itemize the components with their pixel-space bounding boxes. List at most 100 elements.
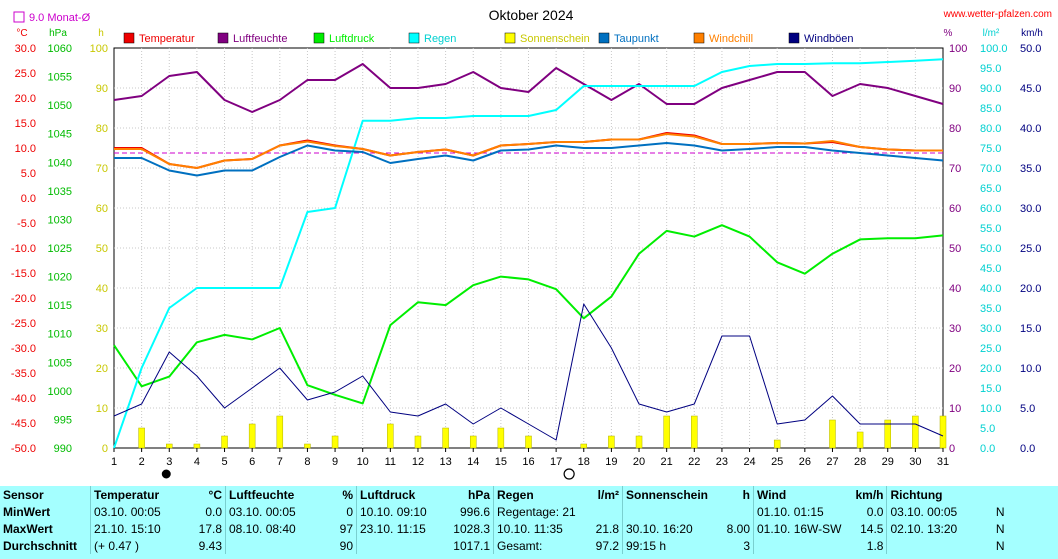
- pressure-tick-label: 1020: [48, 272, 72, 284]
- humidity-tick-label: 90: [949, 83, 961, 95]
- stats-cell: 97.2: [595, 538, 619, 553]
- stats-cell: km/h: [855, 487, 884, 502]
- x-tick-label: 22: [688, 456, 700, 468]
- sunshine-bar: [608, 435, 615, 449]
- legend-swatch: [504, 32, 516, 44]
- stats-cell: [715, 503, 754, 520]
- pressure-tick-label: 1040: [48, 157, 72, 169]
- stats-cell: °C: [208, 487, 222, 502]
- series-line-windböen: [113, 303, 944, 441]
- sunshine-bar: [497, 427, 505, 449]
- humidity-tick-label: 0: [949, 443, 955, 455]
- stats-cell: 3: [743, 538, 750, 553]
- rain-tick-label: 25.0: [980, 343, 1001, 355]
- pressure-tick-label: 1035: [48, 186, 72, 198]
- x-tick-label: 5: [221, 456, 227, 468]
- rain-tick-label: 95.0: [980, 63, 1001, 75]
- rain-tick-label: 65.0: [980, 183, 1001, 195]
- sunshine-bars: [138, 415, 947, 449]
- stats-row: MinWert 03.10. 00:05 0.0 03.10. 00:05 0 10.10…: [0, 503, 1007, 520]
- rain-tick-label: 70.0: [980, 163, 1001, 175]
- stats-cell: [356, 537, 449, 554]
- x-tick-label: 29: [882, 456, 894, 468]
- legend-swatch: [313, 32, 325, 44]
- rain-tick-label: 100.0: [980, 43, 1008, 55]
- sunshine-bar: [580, 443, 588, 449]
- wind-tick-label: 15.0: [1020, 323, 1041, 335]
- pressure-tick-label: 1030: [48, 214, 72, 226]
- legend-label: Regen: [424, 33, 456, 45]
- series-line-luftdruck: [113, 224, 944, 405]
- x-tick-label: 15: [495, 456, 507, 468]
- wind-tick-label: 20.0: [1020, 283, 1041, 295]
- rain-tick-label: 75.0: [980, 143, 1001, 155]
- x-tick-label: 4: [194, 456, 200, 468]
- stats-cell: [981, 486, 1007, 503]
- legend-swatch: [408, 32, 420, 44]
- stats-cell: Richtung: [886, 486, 982, 503]
- x-tick-label: 19: [605, 456, 617, 468]
- humidity-tick-label: 60: [949, 203, 961, 215]
- x-tick-label: 6: [249, 456, 255, 468]
- stats-cell: [622, 503, 715, 520]
- rain-tick-label: 45.0: [980, 263, 1001, 275]
- temperature-tick-label: -40.0: [11, 393, 36, 405]
- x-tick-label: 3: [166, 456, 172, 468]
- sunshine-bar: [469, 435, 477, 449]
- sunshine-tick-label: 70: [96, 163, 108, 175]
- stats-cell: MaxWert: [3, 521, 53, 536]
- stats-cell: 996.6: [459, 504, 490, 519]
- stats-cell: Temperatur: [90, 486, 189, 503]
- stats-cell: MinWert: [3, 504, 51, 519]
- pressure-unit-label: hPa: [49, 28, 67, 39]
- temperature-tick-label: -15.0: [11, 268, 36, 280]
- temperature-tick-label: 0.0: [21, 193, 36, 205]
- x-tick-label: 23: [716, 456, 728, 468]
- x-tick-label: 14: [467, 456, 479, 468]
- stats-cell: 8.00: [726, 521, 750, 536]
- stats-cell: 30.10. 16:20: [622, 520, 715, 537]
- pressure-tick-label: 1060: [48, 43, 72, 55]
- rain-tick-label: 15.0: [980, 383, 1001, 395]
- statistics-table: Sensor Temperatur °C Luftfeuchte% Luftdruck h…: [0, 486, 1007, 554]
- temperature-tick-label: -25.0: [11, 318, 36, 330]
- sunshine-bar: [691, 415, 698, 449]
- source-link[interactable]: www.wetter-pfalzen.com: [943, 9, 1052, 20]
- legend-swatch: [693, 32, 705, 44]
- stats-row: MaxWert 21.10. 15:10 17.8 08.10. 08:40 97 23.…: [0, 520, 1007, 537]
- x-tick-label: 21: [661, 456, 673, 468]
- stats-cell: [886, 537, 982, 554]
- stats-cell: 01.10. 16W-SW: [753, 520, 845, 537]
- sunshine-bar: [829, 419, 836, 449]
- sunshine-bar: [663, 415, 670, 449]
- stats-cell: Sensor: [3, 487, 44, 502]
- pressure-tick-label: 1050: [48, 100, 72, 112]
- stats-cell: l/m²: [597, 487, 619, 502]
- stats-cell: Gesamt:: [493, 537, 586, 554]
- sunshine-bar: [304, 443, 311, 449]
- stats-cell: 97: [339, 521, 353, 536]
- sunshine-tick-label: 50: [96, 243, 108, 255]
- stats-cell: 0.0: [205, 504, 222, 519]
- rain-tick-label: 55.0: [980, 223, 1001, 235]
- pressure-tick-label: 1045: [48, 129, 72, 141]
- x-tick-label: 17: [550, 456, 562, 468]
- x-tick-label: 20: [633, 456, 645, 468]
- pressure-tick-label: 1000: [48, 386, 72, 398]
- rain-tick-label: 60.0: [980, 203, 1001, 215]
- avg-label: 9.0 Monat-Ø: [29, 12, 91, 24]
- wind-tick-label: 30.0: [1020, 203, 1041, 215]
- pressure-tick-label: 1015: [48, 300, 72, 312]
- temperature-tick-label: 20.0: [15, 93, 36, 105]
- rain-tick-label: 40.0: [980, 283, 1001, 295]
- stats-cell: [586, 503, 623, 520]
- stats-cell: 90: [339, 538, 353, 553]
- humidity-tick-label: 30: [949, 323, 961, 335]
- x-tick-label: 12: [412, 456, 424, 468]
- pressure-tick-label: 1005: [48, 357, 72, 369]
- legend-label: Windchill: [709, 33, 753, 45]
- chart-title: Oktober 2024: [489, 7, 574, 23]
- sunshine-bar: [442, 427, 449, 449]
- wind-tick-label: 10.0: [1020, 363, 1041, 375]
- wind-tick-label: 35.0: [1020, 163, 1041, 175]
